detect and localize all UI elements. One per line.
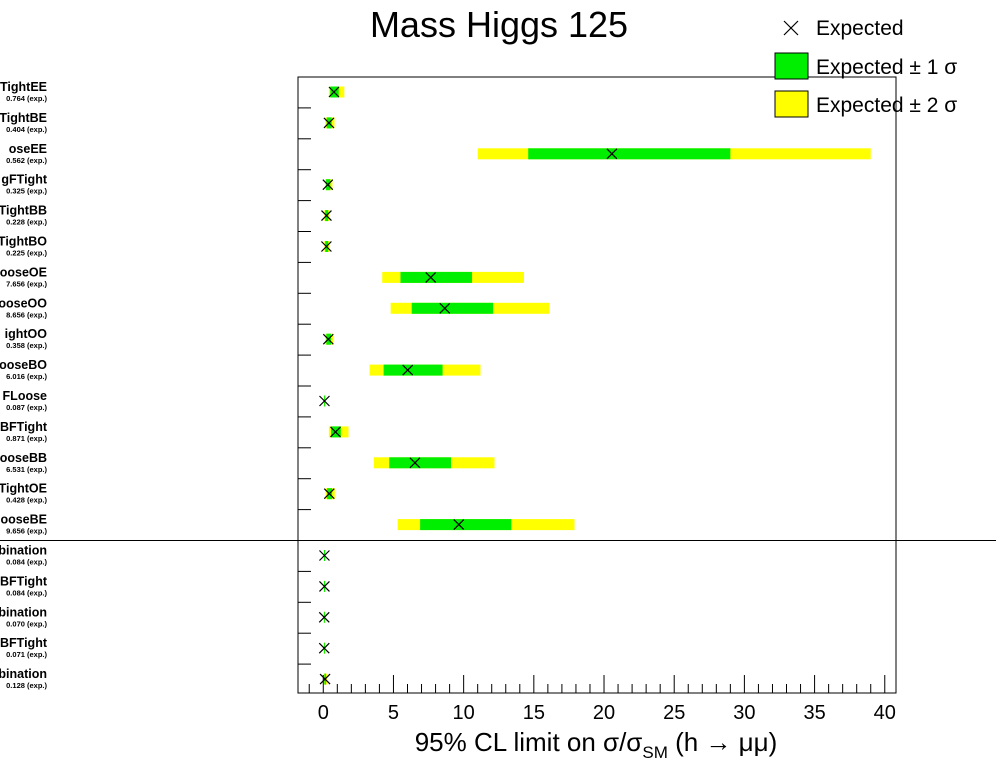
x-tick-label-5: 5 xyxy=(388,702,399,724)
legend-swatch-1sigma xyxy=(774,52,809,80)
band-1sigma-row-2 xyxy=(528,148,731,160)
expected-markers xyxy=(318,86,618,685)
row-value-11: 0.871 (exp.) xyxy=(6,434,47,443)
expected-marker-row-7 xyxy=(439,302,451,314)
row-name-14: ooseBE xyxy=(0,513,47,527)
expected-marker-row-8 xyxy=(322,333,334,345)
row-value-13: 0.428 (exp.) xyxy=(6,496,47,505)
legend-label-1sigma: Expected ± 1 σ xyxy=(816,56,957,79)
legend-marker-expected xyxy=(783,20,799,36)
legend-label-2sigma: Expected ± 2 σ xyxy=(816,94,957,117)
row-name-0: TightEE xyxy=(0,80,47,94)
expected-marker-row-12 xyxy=(409,457,421,469)
x-tick-label-20: 20 xyxy=(593,702,615,724)
band-1sigma-row-12 xyxy=(389,457,452,469)
expected-marker-row-19 xyxy=(319,673,331,685)
x-axis-label-subscript: SM xyxy=(642,743,668,762)
row-name-6: ooseOE xyxy=(0,265,47,279)
row-name-12: ooseBB xyxy=(0,451,47,465)
plot-frame xyxy=(297,76,897,694)
row-value-6: 7.656 (exp.) xyxy=(6,279,47,288)
legend-label-expected: Expected xyxy=(816,17,904,40)
row-value-15: 0.084 (exp.) xyxy=(6,558,47,567)
x-axis-label: 95% CL limit on σ/σSM (h → μμ) xyxy=(415,727,778,762)
row-value-12: 6.531 (exp.) xyxy=(6,465,47,474)
row-value-18: 0.071 (exp.) xyxy=(6,650,47,659)
row-name-1: TightBE xyxy=(0,111,47,125)
expected-marker-row-10 xyxy=(319,395,330,407)
row-value-19: 0.128 (exp.) xyxy=(6,681,47,690)
expected-marker-row-16 xyxy=(319,580,330,592)
row-name-9: ooseBO xyxy=(0,358,47,372)
row-name-13: TightOE xyxy=(0,482,47,496)
x-axis-label-suffix: (h → μμ) xyxy=(668,727,777,757)
x-tick-label-40: 40 xyxy=(874,702,896,724)
y-ticks xyxy=(298,107,311,665)
row-name-10: FLoose xyxy=(3,389,47,403)
row-name-3: gFTight xyxy=(1,173,47,187)
row-name-2: oseEE xyxy=(9,142,47,156)
expected-marker-row-14 xyxy=(453,519,465,531)
expected-marker-row-17 xyxy=(318,611,330,623)
expected-marker-row-18 xyxy=(318,642,330,654)
expected-marker-row-9 xyxy=(402,364,414,376)
band-1sigma-row-6 xyxy=(400,271,473,283)
row-name-5: TightBO xyxy=(0,235,47,249)
expected-marker-row-5 xyxy=(321,241,332,252)
row-value-10: 0.087 (exp.) xyxy=(6,403,47,412)
x-tick-label-35: 35 xyxy=(803,702,825,724)
row-value-4: 0.228 (exp.) xyxy=(6,218,47,227)
row-value-7: 8.656 (exp.) xyxy=(6,310,47,319)
row-value-16: 0.084 (exp.) xyxy=(6,588,47,597)
row-value-17: 0.070 (exp.) xyxy=(6,619,47,628)
expected-marker-row-13 xyxy=(323,488,335,500)
x-tick-label-30: 30 xyxy=(733,702,755,724)
row-name-8: ightOO xyxy=(5,327,48,341)
row-value-3: 0.325 (exp.) xyxy=(6,187,47,196)
row-name-19: bination xyxy=(0,667,47,681)
expected-marker-row-11 xyxy=(330,426,341,438)
x-tick-label-25: 25 xyxy=(663,702,685,724)
expected-marker-row-3 xyxy=(322,179,334,191)
row-value-5: 0.225 (exp.) xyxy=(6,249,47,258)
expected-marker-row-4 xyxy=(321,210,332,222)
row-name-16: BFTight xyxy=(0,574,48,588)
row-value-14: 9.656 (exp.) xyxy=(6,527,47,536)
x-axis: 0 5 10 15 20 25 30 35 40 xyxy=(308,675,896,724)
expected-marker-row-6 xyxy=(425,271,437,283)
chart-title: Mass Higgs 125 xyxy=(370,4,628,45)
legend-swatch-2sigma xyxy=(774,90,809,118)
row-value-0: 0.764 (exp.) xyxy=(6,94,47,103)
band-1sigma-row-9 xyxy=(383,364,443,376)
row-value-9: 6.016 (exp.) xyxy=(6,372,47,381)
expected-marker-row-0 xyxy=(328,86,340,98)
row-value-2: 0.562 (exp.) xyxy=(6,156,47,165)
bands-layer xyxy=(323,86,871,685)
x-tick-label-15: 15 xyxy=(523,702,545,724)
row-name-18: BFTight xyxy=(0,636,48,650)
x-tick-label-10: 10 xyxy=(453,702,475,724)
row-name-7: ooseOO xyxy=(0,296,47,310)
row-value-8: 0.358 (exp.) xyxy=(6,341,47,350)
row-name-15: bination xyxy=(0,544,47,558)
band-1sigma-row-7 xyxy=(411,302,494,314)
x-tick-label-0: 0 xyxy=(318,702,329,724)
row-value-1: 0.404 (exp.) xyxy=(6,125,47,134)
row-name-17: bination xyxy=(0,605,47,619)
band-1sigma-row-14 xyxy=(420,519,512,531)
expected-marker-row-1 xyxy=(323,117,335,129)
row-name-11: BFTight xyxy=(0,420,48,434)
x-axis-label-prefix: 95% CL limit on σ/σ xyxy=(415,727,643,757)
expected-marker-row-15 xyxy=(319,550,330,561)
legend: Expected Expected ± 1 σ Expected ± 2 σ xyxy=(774,17,957,118)
row-name-4: TightBB xyxy=(0,204,47,218)
expected-marker-row-2 xyxy=(606,148,618,160)
